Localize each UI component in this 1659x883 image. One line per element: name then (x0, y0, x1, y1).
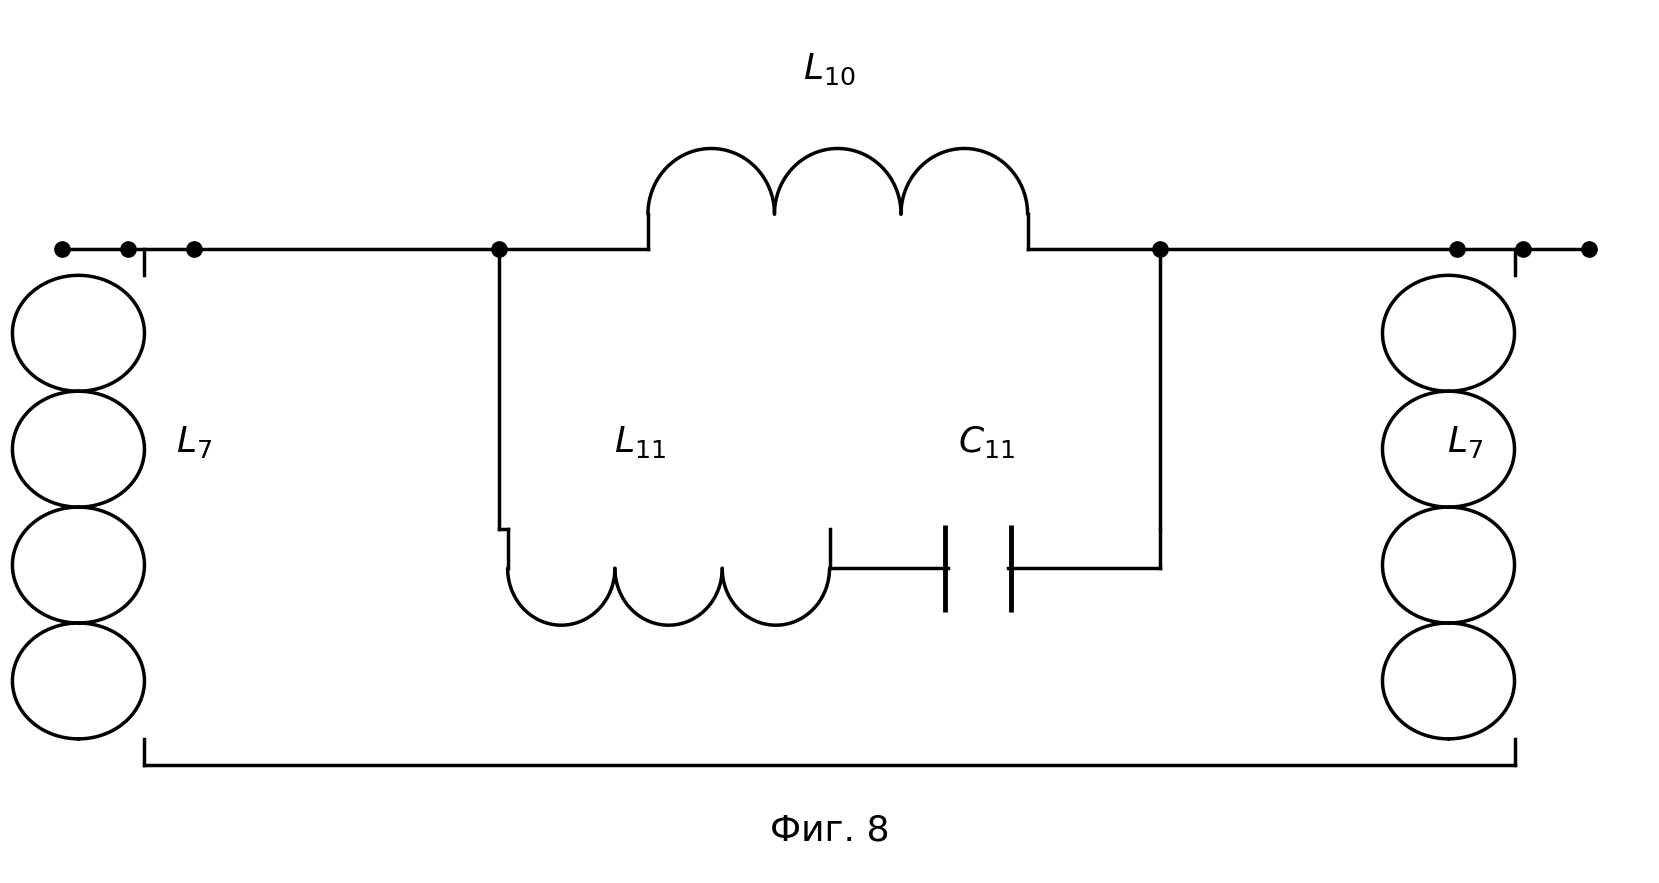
Text: $L_{10}$: $L_{10}$ (803, 52, 856, 87)
Text: $L_{11}$: $L_{11}$ (614, 424, 665, 459)
Text: $C_{11}$: $C_{11}$ (957, 424, 1015, 459)
Text: $L_7$: $L_7$ (1447, 424, 1483, 459)
Text: Фиг. 8: Фиг. 8 (770, 814, 889, 848)
Text: $L_7$: $L_7$ (176, 424, 212, 459)
